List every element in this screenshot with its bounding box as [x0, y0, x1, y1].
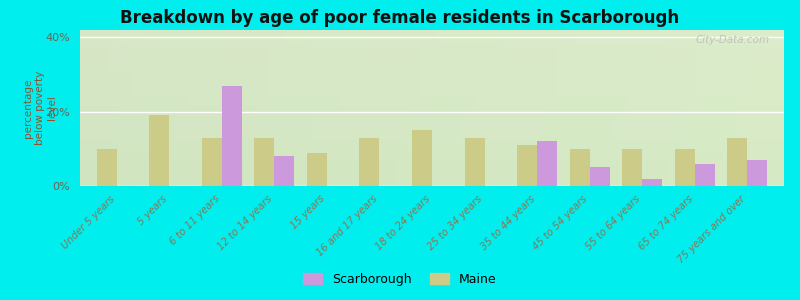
Bar — [274, 156, 294, 186]
Bar — [517, 145, 537, 186]
Bar — [674, 149, 694, 186]
Bar — [570, 149, 590, 186]
Bar — [537, 141, 557, 186]
Y-axis label: percentage
below poverty
level: percentage below poverty level — [22, 71, 58, 145]
Bar — [150, 116, 170, 186]
Bar — [359, 138, 379, 186]
Bar — [412, 130, 432, 186]
Bar — [307, 153, 327, 186]
Bar — [694, 164, 714, 186]
Bar — [202, 138, 222, 186]
Bar — [727, 138, 747, 186]
Bar — [97, 149, 117, 186]
Text: Breakdown by age of poor female residents in Scarborough: Breakdown by age of poor female resident… — [121, 9, 679, 27]
Bar — [590, 167, 610, 186]
Legend: Scarborough, Maine: Scarborough, Maine — [298, 268, 502, 291]
Bar — [622, 149, 642, 186]
Bar — [642, 178, 662, 186]
Bar — [222, 86, 242, 186]
Bar — [465, 138, 485, 186]
Bar — [747, 160, 767, 186]
Text: City-Data.com: City-Data.com — [696, 35, 770, 45]
Bar — [254, 138, 274, 186]
